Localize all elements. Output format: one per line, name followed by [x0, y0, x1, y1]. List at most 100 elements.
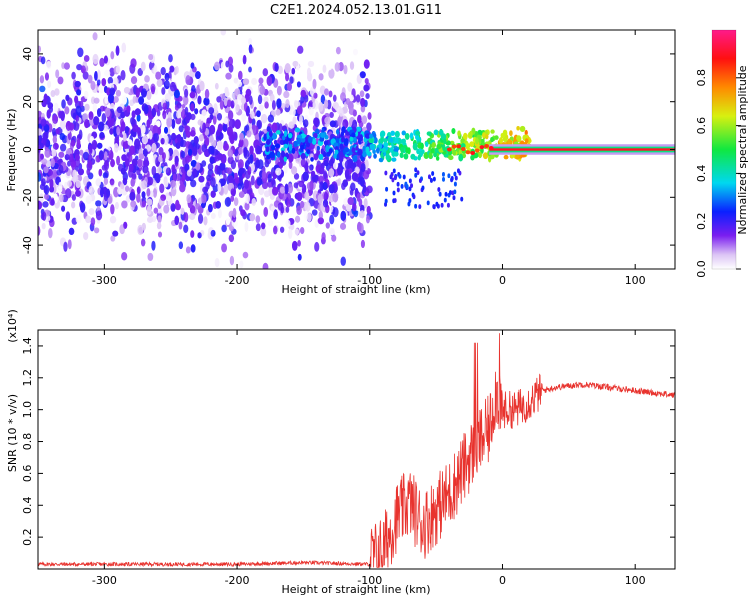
heatmap-cell	[104, 151, 108, 161]
heatmap-cell	[402, 174, 406, 180]
heatmap-cell	[267, 114, 275, 123]
snr-x-tick-label: 100	[625, 574, 646, 587]
heatmap-cell	[132, 124, 139, 133]
heatmap-cell	[453, 189, 457, 195]
snr-y-ticks: 0.2 0.4 0.6 0.8 1.0 1.2 1.4	[21, 337, 675, 546]
heatmap-cell	[276, 151, 281, 158]
heatmap-cell	[323, 140, 329, 146]
heatmap-cell	[214, 257, 220, 268]
heatmap-cell	[223, 117, 229, 125]
heatmap-cell	[284, 63, 291, 74]
heatmap-x-tick-label: 100	[625, 274, 646, 287]
heatmap-cell	[432, 176, 436, 182]
heatmap-cell	[189, 213, 196, 220]
heatmap-cell	[262, 68, 269, 77]
heatmap-cell	[266, 153, 271, 160]
heatmap-cell	[54, 193, 58, 204]
heatmap-cell	[269, 151, 276, 159]
heatmap-cell	[112, 230, 119, 237]
heatmap-cell	[338, 156, 344, 163]
heatmap-cell	[382, 138, 388, 144]
heatmap-cell	[300, 152, 306, 160]
heatmap-cell	[51, 127, 57, 136]
heatmap-cell	[74, 80, 81, 88]
heatmap-cell	[115, 65, 121, 74]
heatmap-cell	[296, 137, 302, 145]
heatmap-cell	[142, 165, 149, 174]
heatmap-cell	[271, 186, 279, 196]
heatmap-cell	[420, 142, 424, 150]
heatmap-cell	[436, 143, 442, 150]
heatmap-cell	[333, 162, 339, 170]
heatmap-cell	[280, 102, 286, 109]
heatmap-cell	[352, 203, 357, 212]
heatmap-cell	[287, 183, 294, 194]
heatmap-cell	[433, 129, 439, 136]
heatmap-cell	[46, 109, 51, 119]
heatmap-cell	[137, 158, 143, 168]
heatmap-cell	[163, 176, 168, 186]
heatmap-cell	[412, 143, 418, 151]
heatmap-cell	[210, 145, 215, 155]
heatmap-cell	[40, 118, 47, 127]
heatmap-cell	[336, 129, 340, 135]
heatmap-cell	[431, 171, 435, 176]
heatmap-cell	[228, 118, 236, 129]
heatmap-cell	[409, 132, 414, 140]
heatmap-cell	[241, 113, 247, 122]
heatmap-cell	[344, 169, 350, 179]
snr-x-ticks: -300 -200 -100 0 100	[92, 330, 646, 587]
heatmap-cell	[136, 114, 141, 122]
heatmap-cell	[151, 240, 156, 251]
heatmap-y-tick-label: 40	[21, 47, 34, 61]
heatmap-cell	[366, 205, 371, 214]
heatmap-cell	[465, 142, 470, 150]
snr-line	[38, 333, 675, 568]
heatmap-cell	[210, 190, 216, 198]
heatmap-cell	[383, 142, 389, 147]
heatmap-cell	[103, 55, 108, 64]
heatmap-cell	[414, 172, 418, 178]
heatmap-cell	[47, 102, 54, 109]
heatmap-cells	[38, 30, 675, 269]
heatmap-cell	[99, 57, 105, 68]
heatmap-cell	[286, 192, 292, 203]
heatmap-cell	[357, 149, 363, 156]
heatmap-cell	[122, 140, 129, 150]
heatmap-cell	[130, 178, 135, 187]
heatmap-cell	[226, 167, 233, 175]
heatmap-cell	[96, 78, 101, 86]
snr-x-tick-label: -200	[225, 574, 250, 587]
heatmap-cell	[78, 100, 84, 108]
heatmap-cell	[115, 201, 119, 210]
heatmap-cell	[442, 176, 446, 182]
heatmap-cell	[52, 135, 57, 144]
heatmap-cell	[360, 97, 366, 107]
heatmap-cell	[500, 132, 505, 139]
heatmap-cell	[45, 60, 52, 70]
heatmap-cell	[227, 99, 232, 108]
heatmap-cell	[450, 176, 454, 181]
heatmap-cell	[426, 131, 432, 136]
heatmap-cell	[158, 155, 163, 163]
heatmap-cell	[239, 260, 244, 269]
heatmap-cell	[151, 165, 157, 176]
heatmap-cell	[210, 212, 216, 220]
colorbar-tick-label: 0.6	[695, 117, 708, 135]
heatmap-cell	[123, 132, 127, 142]
heatmap-cell	[319, 181, 324, 192]
heatmap-cell	[151, 107, 157, 118]
heatmap-cell	[249, 153, 254, 164]
heatmap-cell	[142, 148, 148, 157]
colorbar-ticks: 0.0 0.2 0.4 0.6 0.8	[695, 69, 741, 278]
heatmap-cell	[256, 177, 263, 186]
heatmap-cell	[140, 238, 146, 247]
heatmap-cell	[63, 62, 70, 70]
heatmap-cell	[227, 149, 234, 158]
heatmap-cell	[127, 139, 133, 146]
heatmap-cell	[226, 126, 233, 137]
heatmap-cell	[240, 209, 246, 217]
heatmap-cell	[203, 216, 208, 226]
heatmap-cell	[135, 87, 140, 98]
heatmap-cell	[67, 180, 73, 187]
